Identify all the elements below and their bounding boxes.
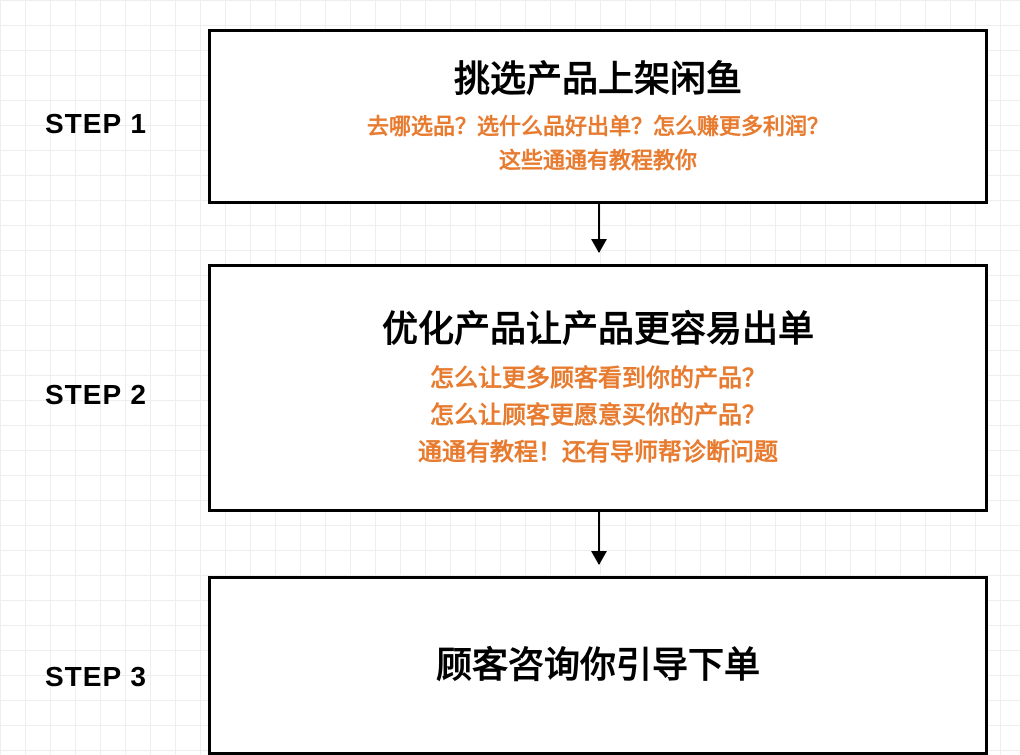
step-2-subtitle: 怎么让更多顾客看到你的产品？怎么让顾客更愿意买你的产品？通通有教程！还有导师帮诊…	[418, 360, 778, 472]
step-2-box: 优化产品让产品更容易出单 怎么让更多顾客看到你的产品？怎么让顾客更愿意买你的产品…	[208, 264, 988, 512]
arrow-1-2	[598, 204, 600, 252]
step-1-title: 挑选产品上架闲鱼	[454, 55, 742, 104]
step-3-title: 顾客咨询你引导下单	[436, 641, 760, 690]
step-2-title: 优化产品让产品更容易出单	[382, 305, 814, 354]
step-1-label: STEP 1	[45, 108, 147, 140]
arrow-2-3	[598, 512, 600, 564]
step-3-box: 顾客咨询你引导下单	[208, 576, 988, 755]
step-1-box: 挑选产品上架闲鱼 去哪选品？选什么品好出单？怎么赚更多利润？这些通通有教程教你	[208, 29, 988, 204]
step-3-label: STEP 3	[45, 661, 147, 693]
step-2-label: STEP 2	[45, 379, 147, 411]
step-1-subtitle: 去哪选品？选什么品好出单？怎么赚更多利润？这些通通有教程教你	[367, 110, 829, 178]
